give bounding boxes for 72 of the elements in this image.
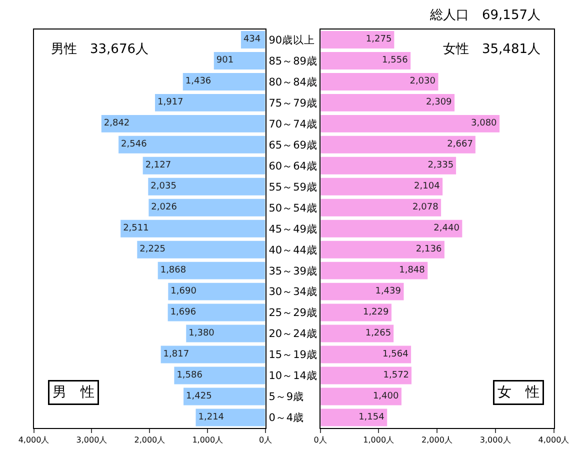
x-tick-label: 3,000人 [76,436,108,445]
text: 総人口 69,157人 [429,8,540,23]
y-tick-label: 0～4歳 [268,411,304,424]
data-label: 3,080 [471,118,498,129]
y-tick-label: 90歳以上 [268,33,316,46]
data-label: 2,309 [426,98,452,108]
y-tick-label: 10～14歳 [268,369,318,382]
x-tick-label: 1,000人 [363,436,394,445]
data-label: 1,917 [158,98,184,108]
data-label: 901 [216,56,234,66]
data-label: 1,817 [163,350,190,360]
annotation: 女性 35,481人 [443,42,540,57]
data-label: 2,104 [414,182,440,192]
y-tick-label: 35～39歳 [268,264,318,278]
data-label: 1,380 [188,328,215,339]
data-label: 434 [243,34,261,45]
annotation: 男性 33,676人 [51,42,148,57]
data-label: 2,078 [412,202,439,213]
y-tick-label: 40～44歳 [268,243,318,256]
data-label: 2,546 [121,140,148,150]
data-label: 2,127 [145,160,172,171]
data-label: 1,848 [399,266,426,276]
y-tick-label: 55～59歳 [268,180,318,194]
x-tick-label: 4,000人 [18,436,50,445]
y-tick-label: 70～74歳 [268,117,318,130]
data-label: 2,842 [104,118,130,129]
data-label: 1,436 [185,76,212,87]
data-label: 1,690 [170,286,197,297]
data-label: 1,696 [170,308,196,318]
y-tick-label: 45～49歳 [268,222,318,236]
data-label: 1,564 [382,350,409,360]
y-tick-label: 20～24歳 [268,327,318,340]
data-label: 1,265 [365,328,392,339]
data-label: 2,511 [123,224,149,234]
y-tick-label: 85～89歳 [268,54,318,68]
data-label: 2,136 [416,244,442,255]
annotation: 男 性 [52,384,94,400]
y-tick-label: 60～64歳 [268,159,318,172]
data-label: 2,667 [447,140,473,150]
data-label: 2,026 [151,202,178,213]
data-label: 1,868 [160,266,186,276]
data-label: 2,440 [434,224,460,234]
x-tick-label: 4,000人 [538,436,570,445]
data-label: 2,030 [410,76,436,87]
y-tick-label: 50～54歳 [268,201,318,214]
y-tick-label: 25～29歳 [268,306,318,320]
y-tick-label: 5～9歳 [268,390,304,404]
data-label: 1,439 [375,286,402,297]
x-tick-label: 2,000人 [422,436,452,445]
data-label: 1,586 [176,370,203,380]
x-tick-label: 1,000人 [192,436,224,445]
x-tick-label: 2,000人 [134,436,166,445]
y-tick-label: 65～69歳 [268,138,318,152]
data-label: 1,425 [186,391,212,402]
data-label: 1,229 [362,308,389,318]
x-tick-label: 3,000人 [480,436,511,445]
y-tick-label: 75～79歳 [268,96,318,110]
data-label: 1,572 [383,370,410,380]
data-label: 1,214 [198,412,224,422]
x-tick-label: 0人 [314,436,327,445]
annotation: 女 性 [498,384,540,400]
y-tick-label: 80～84歳 [268,75,318,88]
y-tick-label: 30～34歳 [268,285,318,298]
y-tick-label: 15～19歳 [268,348,318,362]
x-tick-label: 0人 [259,436,272,445]
data-label: 1,275 [366,34,392,45]
data-label: 1,154 [358,412,385,422]
data-label: 1,556 [382,56,408,66]
data-label: 2,225 [140,244,166,255]
data-label: 2,035 [150,182,176,192]
data-label: 2,335 [428,160,454,171]
data-label: 1,400 [372,391,399,402]
